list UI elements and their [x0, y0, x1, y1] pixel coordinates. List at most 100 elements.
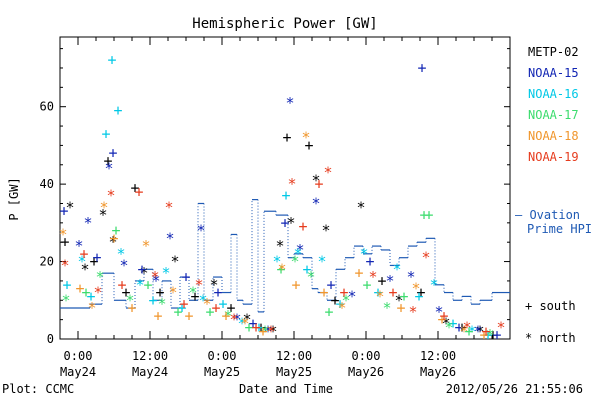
data-point-south: +	[298, 218, 307, 236]
data-point-north: *	[229, 311, 238, 329]
legend-entry: METP-02	[528, 45, 579, 59]
data-point-south: +	[79, 245, 88, 263]
legend-ovation-line1: — Ovation	[515, 208, 580, 222]
data-point-north: *	[242, 311, 251, 329]
data-point-north: *	[341, 291, 350, 309]
data-point-south: +	[177, 299, 186, 317]
footer-timestamp: 2012/05/26 21:55:06	[446, 382, 583, 396]
data-point-south: +	[454, 318, 463, 336]
data-point-north: *	[260, 322, 269, 340]
ovation-line-layer	[60, 199, 510, 313]
data-point-south: +	[302, 260, 311, 278]
data-point-south: +	[280, 214, 289, 232]
data-point-north: *	[58, 225, 67, 243]
data-point-north: *	[323, 164, 332, 182]
data-point-south: +	[81, 284, 90, 302]
data-point-north: *	[311, 171, 320, 189]
data-point-south: +	[117, 276, 126, 294]
legend: METP-02 NOAA-15 NOAA-16 NOAA-17 NOAA-18 NOAA-…	[515, 45, 592, 345]
data-point-south: +	[86, 287, 95, 305]
data-point-south: +	[416, 284, 425, 302]
chart-title: Hemispheric Power [GW]	[192, 16, 377, 32]
legend-entry: NOAA-15	[528, 66, 579, 80]
data-point-north: *	[198, 291, 207, 309]
data-point-south: +	[319, 284, 328, 302]
data-point-south: +	[205, 303, 214, 321]
data-point-north: *	[337, 299, 346, 317]
data-point-south: +	[362, 276, 371, 294]
x-tick-label-date: May26	[348, 365, 384, 379]
data-point-south: +	[181, 268, 190, 286]
data-point-south: +	[103, 152, 112, 170]
data-point-north: *	[356, 198, 365, 216]
data-point-south: +	[281, 187, 290, 205]
x-tick-label-date: May25	[276, 365, 312, 379]
y-tick-label: 20	[40, 255, 54, 269]
data-point-north: *	[385, 272, 394, 290]
data-point-north: *	[106, 187, 115, 205]
data-point-south: +	[457, 318, 466, 336]
data-point-south: +	[108, 144, 117, 162]
data-point-south: +	[101, 125, 110, 143]
data-point-north: *	[170, 253, 179, 271]
data-point-north: *	[286, 214, 295, 232]
x-tick-label-time: 12:00	[420, 349, 456, 363]
data-point-north: *	[80, 260, 89, 278]
data-point-south: +	[335, 295, 344, 313]
data-point-north: *	[441, 315, 450, 333]
legend-ovation-line2: Prime HPI	[527, 222, 592, 236]
data-point-north: *	[104, 160, 113, 178]
data-point-south: +	[213, 284, 222, 302]
data-point-south: +	[153, 307, 162, 325]
data-point-north: *	[65, 198, 74, 216]
data-point-south: +	[121, 284, 130, 302]
data-point-north: *	[321, 222, 330, 240]
data-point-north: *	[108, 233, 117, 251]
data-point-north: *	[392, 260, 401, 278]
data-point-north: *	[394, 291, 403, 309]
data-point-south: +	[127, 299, 136, 317]
data-point-north: *	[93, 284, 102, 302]
data-point-south: +	[276, 260, 285, 278]
data-point-north: *	[116, 245, 125, 263]
data-point-south: +	[396, 299, 405, 317]
data-point-north: *	[135, 276, 144, 294]
data-point-south: +	[248, 315, 257, 333]
data-point-north: *	[119, 256, 128, 274]
data-point-south: +	[330, 291, 339, 309]
data-point-north: *	[223, 307, 232, 325]
data-point-north: *	[285, 94, 294, 112]
data-point-south: +	[244, 318, 253, 336]
data-point-south: +	[373, 284, 382, 302]
data-point-north: *	[194, 276, 203, 294]
data-point-south: +	[184, 307, 193, 325]
data-point-south: +	[314, 175, 323, 193]
data-point-north: *	[293, 245, 302, 263]
x-tick-label-time: 12:00	[132, 349, 168, 363]
data-point-south: +	[137, 260, 146, 278]
data-point-south: +	[143, 276, 152, 294]
data-point-north: *	[301, 129, 310, 147]
data-point-north: *	[444, 318, 453, 336]
x-tick-label-date: May26	[420, 365, 456, 379]
data-point-south: +	[419, 206, 428, 224]
data-point-north: *	[272, 253, 281, 271]
data-point-north: *	[196, 222, 205, 240]
data-point-north: *	[277, 260, 286, 278]
data-point-south: +	[155, 284, 164, 302]
data-point-south: +	[109, 229, 118, 247]
data-point-south: +	[326, 276, 335, 294]
data-points-layer: +** +*+*++*+*+*+* + **+*+**+*+* +* + * ++**+*+*…	[58, 51, 505, 344]
data-point-north: *	[306, 268, 315, 286]
data-point-north: *	[408, 303, 417, 321]
data-point-south: +	[388, 284, 397, 302]
data-point-south: +	[251, 318, 260, 336]
data-point-north: *	[83, 214, 92, 232]
data-point-north: *	[290, 253, 299, 271]
data-point-south: +	[92, 249, 101, 267]
data-point-north: *	[434, 303, 443, 321]
footer-plot-credit: Plot: CCMC	[2, 382, 74, 396]
data-point-north: *	[168, 284, 177, 302]
